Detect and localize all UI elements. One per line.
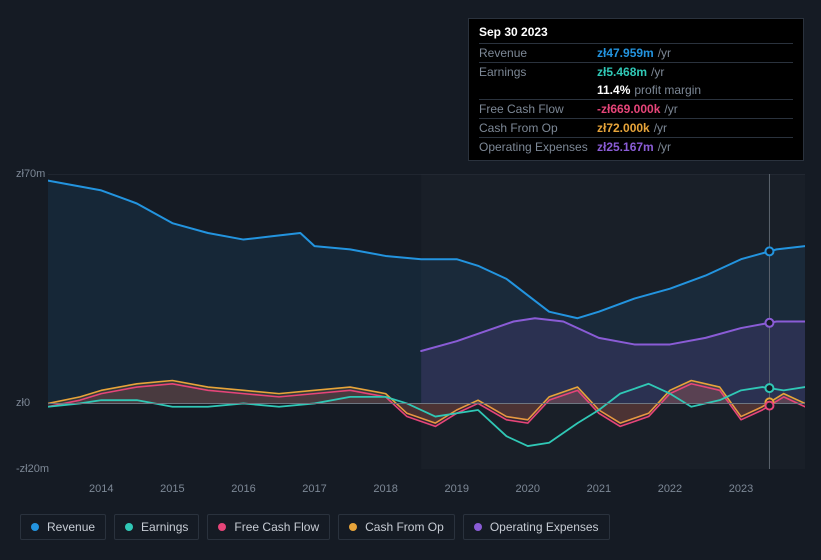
legend: Revenue Earnings Free Cash Flow Cash From O…: [20, 514, 610, 540]
legend-label: Earnings: [141, 520, 188, 534]
tooltip-row-value: zł5.468m: [597, 65, 647, 79]
tooltip-row: Revenuezł47.959m/yr: [479, 43, 793, 62]
legend-label: Operating Expenses: [490, 520, 599, 534]
x-tick-label: 2021: [587, 483, 611, 495]
legend-dot-icon: [31, 523, 39, 531]
tooltip-row-value: zł72.000k: [597, 121, 650, 135]
x-tick-label: 2020: [516, 483, 540, 495]
tooltip-row-unit: /yr: [664, 102, 677, 116]
x-tick-label: 2018: [373, 483, 397, 495]
tooltip-row-label: Operating Expenses: [479, 140, 597, 154]
legend-item[interactable]: Operating Expenses: [463, 514, 610, 540]
tooltip-row-unit: /yr: [658, 46, 671, 60]
tooltip-row: Earningszł5.468m/yr: [479, 62, 793, 81]
legend-dot-icon: [125, 523, 133, 531]
tooltip-row-unit: /yr: [651, 65, 664, 79]
tooltip-row-value: -zł669.000k: [597, 102, 660, 116]
chart-area[interactable]: zł70m zł0 -zł20m 2014 2015 2016 2017 2018 2019 2…: [16, 160, 805, 495]
tooltip-date: Sep 30 2023: [479, 25, 793, 43]
legend-dot-icon: [218, 523, 226, 531]
x-tick-label: 2022: [658, 483, 682, 495]
tooltip-panel: Sep 30 2023 Revenuezł47.959m/yrEarningsz…: [468, 18, 804, 161]
legend-item[interactable]: Cash From Op: [338, 514, 455, 540]
x-tick-label: 2017: [302, 483, 326, 495]
tooltip-row-label: Free Cash Flow: [479, 102, 597, 116]
x-tick-label: 2015: [160, 483, 184, 495]
tooltip-row: 11.4% profit margin: [479, 81, 793, 99]
legend-dot-icon: [349, 523, 357, 531]
x-tick-label: 2014: [89, 483, 113, 495]
tooltip-rows: Revenuezł47.959m/yrEarningszł5.468m/yr11…: [479, 43, 793, 156]
legend-item[interactable]: Revenue: [20, 514, 106, 540]
tooltip-row-label: Revenue: [479, 46, 597, 60]
legend-label: Free Cash Flow: [234, 520, 319, 534]
tooltip-row: Free Cash Flow-zł669.000k/yr: [479, 99, 793, 118]
x-tick-label: 2023: [729, 483, 753, 495]
legend-dot-icon: [474, 523, 482, 531]
y-tick-label: zł70m: [16, 168, 45, 180]
tooltip-row-value: zł25.167m: [597, 140, 654, 154]
tooltip-row-value: 11.4%: [597, 83, 630, 97]
legend-item[interactable]: Earnings: [114, 514, 199, 540]
tooltip-row-unit: /yr: [654, 121, 667, 135]
legend-label: Cash From Op: [365, 520, 444, 534]
tooltip-row: Operating Expenseszł25.167m/yr: [479, 137, 793, 156]
legend-label: Revenue: [47, 520, 95, 534]
x-tick-label: 2016: [231, 483, 255, 495]
tooltip-row-unit: /yr: [658, 140, 671, 154]
tooltip-row-value: zł47.959m: [597, 46, 654, 60]
chart-plot[interactable]: [48, 174, 805, 469]
x-tick-label: 2019: [444, 483, 468, 495]
tooltip-row-unit: profit margin: [634, 83, 701, 97]
y-tick-label: -zł20m: [16, 463, 49, 475]
y-tick-label: zł0: [16, 397, 30, 409]
tooltip-row: Cash From Opzł72.000k/yr: [479, 118, 793, 137]
tooltip-row-label: Cash From Op: [479, 121, 597, 135]
tooltip-row-label: Earnings: [479, 65, 597, 79]
legend-item[interactable]: Free Cash Flow: [207, 514, 330, 540]
